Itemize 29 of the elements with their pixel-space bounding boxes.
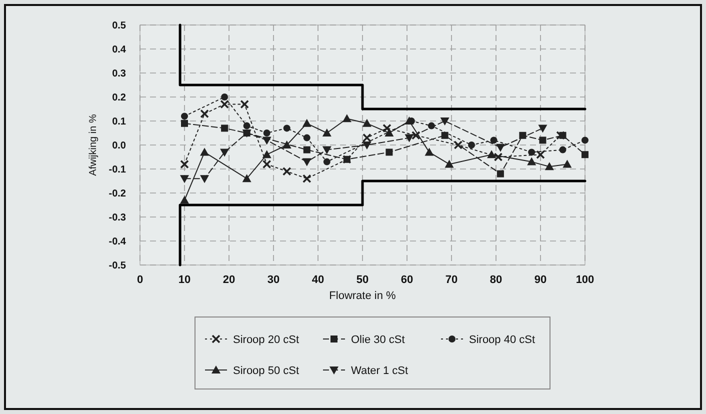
x-tick-label: 100 — [576, 274, 594, 286]
y-tick-label: 0.0 — [112, 140, 126, 152]
x-tick-label: 70 — [445, 274, 458, 286]
x-tick-label: 10 — [178, 274, 191, 286]
x-tick-label: 30 — [267, 274, 280, 286]
y-tick-label: 0.3 — [112, 68, 126, 80]
y-tick-label: -0.2 — [108, 188, 126, 200]
y-tick-label: 0.5 — [112, 20, 126, 32]
x-tick-label: 20 — [222, 274, 236, 286]
y-tick-label: 0.1 — [112, 116, 126, 128]
y-tick-label: 0.4 — [112, 44, 126, 56]
y-tick-label: -0.5 — [108, 260, 126, 272]
y-tick-label: -0.3 — [108, 212, 126, 224]
y-axis-title: Afwijking in % — [88, 114, 99, 176]
legend-label: Siroop 40 cSt — [469, 334, 536, 346]
x-tick-label: 90 — [534, 274, 547, 286]
y-tick-label: -0.1 — [108, 164, 126, 176]
legend-label: Siroop 20 cSt — [233, 334, 300, 346]
x-tick-label: 80 — [490, 274, 502, 286]
y-tick-label: -0.4 — [108, 236, 126, 248]
legend-label: Olie 30 cSt — [351, 334, 405, 346]
x-axis-title: Flowrate in % — [329, 290, 396, 302]
x-tick-label: 0 — [136, 274, 144, 286]
x-tick-label: 50 — [356, 274, 369, 286]
legend-label: Siroop 50 cSt — [233, 364, 300, 377]
legend-label: Water 1 cSt — [351, 364, 408, 377]
y-tick-label: 0.2 — [112, 92, 126, 104]
x-tick-label: 60 — [400, 274, 414, 286]
x-tick-label: 40 — [312, 274, 324, 286]
